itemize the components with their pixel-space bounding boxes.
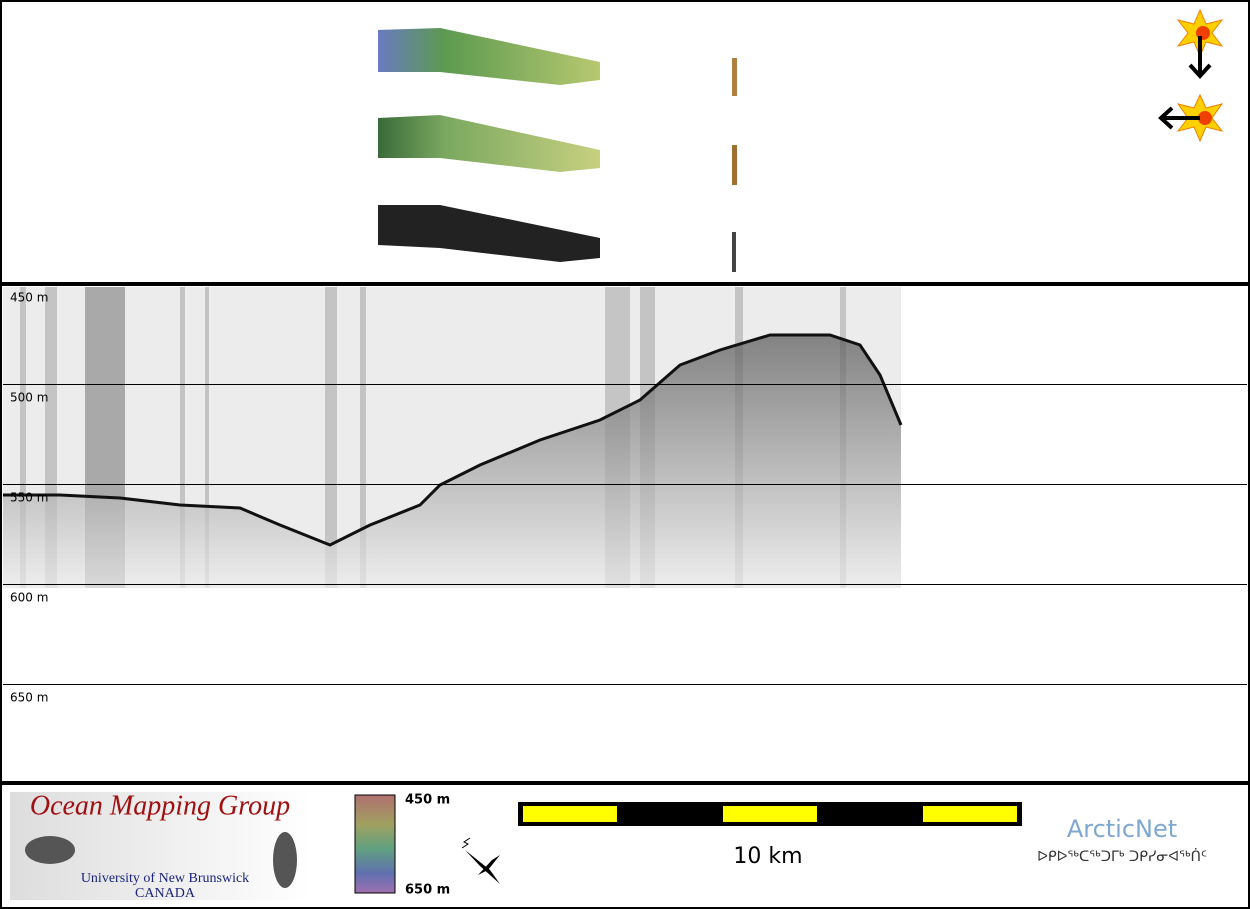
depth-label: 450 m <box>10 291 48 305</box>
scale-label: 10 km <box>733 844 802 869</box>
depth-label: 500 m <box>10 391 48 405</box>
scale-bar <box>518 802 1022 826</box>
swath-backscatter <box>378 205 600 262</box>
depth-label: 550 m <box>10 491 48 505</box>
swath-small <box>732 232 736 272</box>
swath-small <box>732 58 737 96</box>
seabed-line <box>3 333 903 547</box>
sun-icon <box>1176 8 1224 79</box>
partner-syllabics: ᐅᑭᐅᖅᑕᖅᑐᒥᒃ ᑐᑭᓯᓂᐊᖅᑏᑦ <box>1037 848 1207 865</box>
compass <box>461 837 500 884</box>
depth-label: 600 m <box>10 591 48 605</box>
profile-view: 450 m 500 m 550 m 600 m 650 m <box>3 287 1247 705</box>
color-bar <box>354 794 396 894</box>
swath-color <box>378 115 600 172</box>
logo-university: University of New Brunswick <box>81 871 249 886</box>
swath-shaded <box>378 28 600 85</box>
color-bar-label: 450 m <box>405 793 450 808</box>
swath-small <box>732 145 737 185</box>
logo-title: Ocean Mapping Group <box>30 790 290 821</box>
plan-view <box>378 8 1224 272</box>
sun-icon <box>1158 93 1224 143</box>
color-bar-label: 650 m <box>405 883 450 898</box>
depth-grid <box>3 384 1247 685</box>
partner-logo: ArcticNet <box>1067 815 1177 843</box>
logo-country: CANADA <box>135 886 196 901</box>
seabed-fill <box>3 335 901 588</box>
logo: Ocean Mapping Group University of New Br… <box>10 790 310 901</box>
depth-label: 650 m <box>10 691 48 705</box>
